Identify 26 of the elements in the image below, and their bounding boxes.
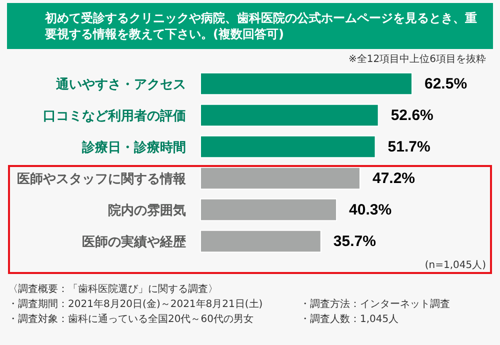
text: ・調査対象：歯科に通っている全国20代～60代の男女 bbox=[8, 312, 254, 326]
y-tick-label: 通いやすさ・アクセス bbox=[55, 76, 186, 92]
text: ・調査期間：2021年8月20日(金)～2021年8月21日(土) bbox=[8, 298, 263, 311]
data-label: 35.7% bbox=[333, 232, 376, 250]
text: ・調査人数：1,045人 bbox=[300, 312, 399, 326]
bar bbox=[200, 230, 322, 253]
y-tick-label: 院内の雰囲気 bbox=[108, 202, 186, 218]
data-label: 51.7% bbox=[388, 138, 430, 156]
data-label: 47.2% bbox=[372, 170, 416, 187]
y-tick-label: 医師の実績や経歴 bbox=[82, 234, 187, 249]
y-tick-label: 診療日・診療時間 bbox=[81, 139, 186, 154]
text: ※全12項目中上位6項目を抜粋 bbox=[348, 52, 486, 66]
bar bbox=[200, 135, 376, 158]
y-tick-label: 口コミなど利用者の評価 bbox=[43, 108, 186, 123]
data-label: 52.6% bbox=[390, 106, 434, 124]
bar bbox=[200, 198, 338, 222]
bar bbox=[200, 166, 360, 190]
y-tick-label: 医師やスタッフに関する情報 bbox=[17, 170, 187, 186]
data-label: 62.5% bbox=[424, 75, 468, 92]
chart-title: 初めて受診するクリニックや病院、歯科医院の公式ホームページを見るとき、重要視する情報を教えて下さい。(複数回答可) bbox=[7, 3, 493, 49]
text: ・調査方法：インターネット調査 bbox=[300, 298, 450, 311]
data-label: 40.3% bbox=[349, 201, 392, 218]
text: (n=1,045人) bbox=[424, 259, 486, 272]
bar bbox=[200, 72, 412, 96]
text: 〈調査概要：「歯科医院選び」に関する調査〉 bbox=[8, 282, 218, 296]
bar bbox=[200, 104, 379, 127]
